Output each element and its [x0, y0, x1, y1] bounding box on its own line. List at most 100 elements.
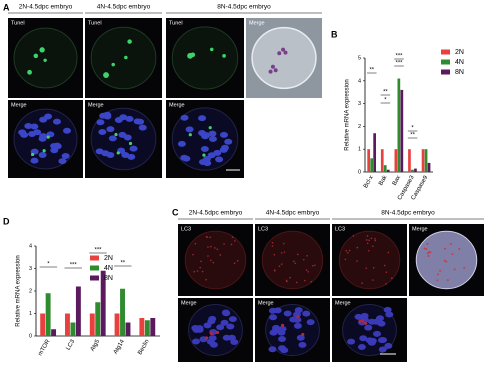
spot — [207, 255, 209, 257]
spot — [280, 323, 285, 327]
nucleus — [367, 339, 376, 346]
nucleus — [280, 347, 289, 354]
spot — [364, 321, 368, 325]
spot — [213, 247, 216, 249]
legend-swatch — [441, 49, 450, 55]
nucleus — [121, 152, 130, 159]
bar — [150, 318, 156, 336]
spot — [27, 69, 32, 75]
spot — [385, 271, 388, 273]
nucleus — [215, 156, 224, 163]
spot — [209, 236, 211, 239]
image-label: Merge — [412, 226, 428, 232]
embryo — [171, 26, 239, 90]
spot — [426, 242, 429, 245]
spot — [383, 264, 386, 267]
spot — [46, 135, 50, 139]
nucleus — [306, 319, 315, 326]
bar — [400, 89, 404, 172]
bar — [40, 313, 46, 336]
significance: ** — [120, 261, 125, 267]
image-label: LC3 — [335, 226, 345, 232]
spot — [390, 277, 393, 279]
nucleus — [127, 153, 136, 160]
nucleus — [268, 307, 277, 314]
spot — [367, 249, 370, 252]
spot — [114, 132, 118, 137]
spot — [201, 270, 204, 273]
spot — [372, 266, 375, 269]
spot — [111, 62, 115, 67]
nucleus — [118, 131, 127, 138]
nucleus — [96, 119, 105, 126]
spot — [344, 258, 347, 261]
spot — [305, 269, 308, 271]
y-tick-label: 2 — [29, 288, 32, 294]
spot — [352, 235, 355, 237]
nucleus — [129, 145, 138, 152]
x-tick-label: mTOR — [38, 338, 52, 357]
nucleus — [224, 138, 233, 145]
nucleus — [219, 131, 228, 138]
column-header: 4N-4.5dpc embryo — [97, 4, 151, 11]
embryo — [13, 27, 78, 89]
bar — [144, 320, 150, 336]
y-tick-label: 2 — [358, 124, 361, 130]
image-label: LC3 — [258, 226, 268, 232]
bar — [427, 162, 431, 172]
spot — [206, 236, 209, 238]
spot — [370, 237, 373, 240]
nucleus — [208, 135, 217, 142]
bar — [100, 270, 106, 336]
legend-swatch — [441, 59, 450, 65]
spot — [219, 254, 222, 256]
nucleus — [98, 128, 107, 135]
spot — [273, 269, 276, 271]
nucleus — [44, 113, 53, 120]
nucleus — [133, 118, 142, 125]
legend-label: 2N — [455, 49, 464, 56]
nucleus — [360, 312, 369, 319]
spot — [429, 251, 432, 254]
significance: ** — [410, 133, 415, 139]
micrograph: Merge — [166, 100, 244, 178]
bar — [65, 313, 70, 336]
significance: ** — [383, 90, 388, 96]
spot — [103, 72, 109, 78]
nucleus — [269, 329, 278, 336]
bar — [70, 322, 76, 336]
spot — [385, 283, 387, 285]
legend-swatch — [90, 275, 99, 281]
nucleus — [220, 319, 229, 326]
image-label: Merge — [181, 300, 197, 306]
panel-label: D — [3, 216, 10, 226]
spot — [280, 263, 283, 265]
spot — [199, 266, 202, 269]
spot — [190, 52, 196, 58]
nucleus — [58, 158, 67, 165]
y-tick-label: 0 — [358, 169, 361, 175]
micrograph: LC3 — [178, 224, 253, 296]
spot — [209, 259, 212, 262]
bar — [414, 168, 417, 172]
nucleus — [30, 157, 39, 164]
spot — [361, 282, 363, 284]
spot — [215, 330, 220, 335]
spot — [223, 243, 225, 245]
y-axis-label: Relative mRNA expression — [345, 79, 351, 150]
spot — [128, 141, 133, 146]
nucleus — [367, 318, 376, 325]
nucleus — [383, 306, 392, 313]
nucleus — [52, 118, 61, 125]
image-label: Merge — [88, 102, 104, 108]
spot — [212, 261, 215, 264]
nucleus — [106, 126, 115, 133]
cell — [270, 64, 275, 69]
spot — [42, 149, 46, 153]
bar — [380, 149, 384, 172]
bar — [45, 293, 51, 336]
spot — [283, 242, 285, 245]
embryo — [184, 230, 247, 290]
image-label: Merge — [11, 102, 27, 108]
